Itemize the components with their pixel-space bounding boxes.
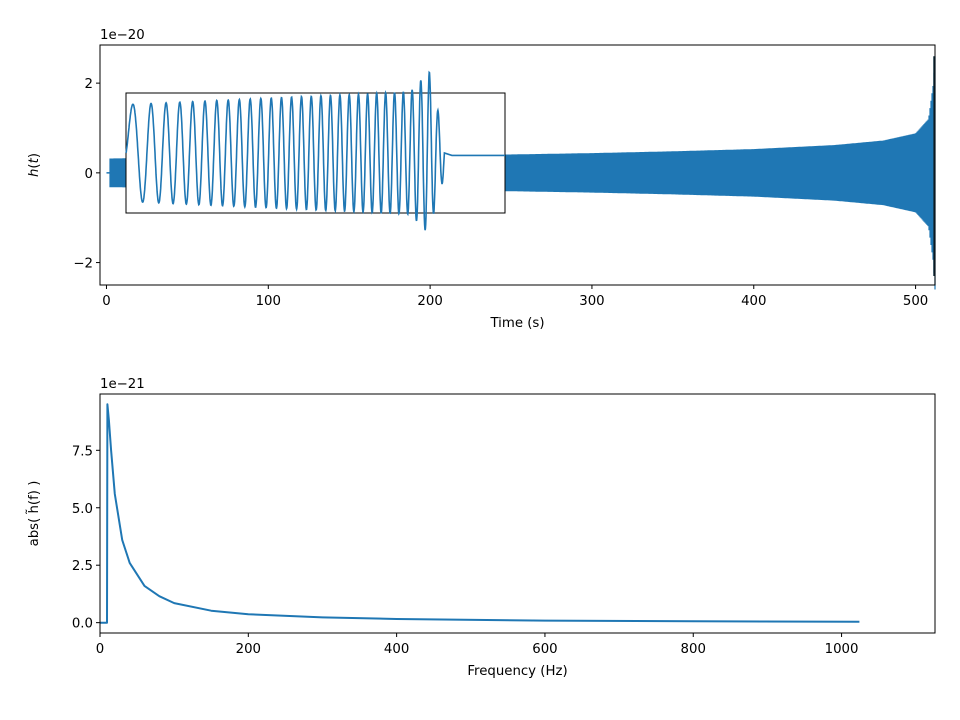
frequency-x-axis-label: Frequency (Hz) — [467, 664, 567, 679]
inset-waveform — [125, 70, 505, 231]
spectrum-series — [100, 403, 860, 624]
time-domain-plot: 0 100 200 300 400 500 −2 0 2 1e−20 Time (s) h(t… — [27, 28, 936, 331]
y-tick-label: 7.5 — [72, 444, 93, 459]
y-tick-label: 2.5 — [72, 559, 93, 574]
time-plot-frame — [99, 44, 936, 286]
frequency-x-ticks: 0 200 400 600 800 1000 — [96, 633, 859, 657]
frequency-y-axis-label: abs( h̃(f) ) — [26, 481, 42, 547]
x-tick-label: 0 — [102, 294, 110, 309]
x-tick-label: 300 — [579, 294, 604, 309]
frequency-domain-plot: 0 200 400 600 800 1000 0.0 2.5 5.0 7.5 1e−21 Fre… — [26, 377, 936, 679]
x-tick-label: 200 — [417, 294, 442, 309]
y-tick-label: −2 — [73, 257, 93, 272]
x-tick-label: 400 — [741, 294, 766, 309]
time-y-offset-text: 1e−20 — [100, 28, 145, 43]
y-tick-label: 0 — [85, 167, 93, 182]
x-tick-label: 800 — [681, 642, 706, 657]
frequency-y-offset-text: 1e−21 — [100, 377, 145, 392]
x-tick-label: 200 — [236, 642, 261, 657]
merger-inset — [125, 70, 506, 231]
frequency-y-ticks: 0.0 2.5 5.0 7.5 — [72, 444, 100, 632]
time-x-axis-label: Time (s) — [489, 316, 544, 331]
x-tick-label: 1000 — [825, 642, 859, 657]
y-tick-label: 2 — [85, 77, 93, 92]
frequency-plot-frame — [99, 393, 936, 634]
time-y-ticks: −2 0 2 — [73, 77, 100, 272]
x-tick-label: 400 — [384, 642, 409, 657]
x-tick-label: 600 — [532, 642, 557, 657]
y-tick-label: 5.0 — [72, 502, 93, 517]
spectrum-line — [100, 403, 860, 624]
y-tick-label: 0.0 — [72, 617, 93, 632]
time-x-ticks: 0 100 200 300 400 500 — [102, 285, 928, 309]
x-tick-label: 500 — [903, 294, 928, 309]
time-y-axis-label: h(t) — [27, 153, 42, 177]
x-tick-label: 100 — [256, 294, 281, 309]
x-tick-label: 0 — [96, 642, 104, 657]
